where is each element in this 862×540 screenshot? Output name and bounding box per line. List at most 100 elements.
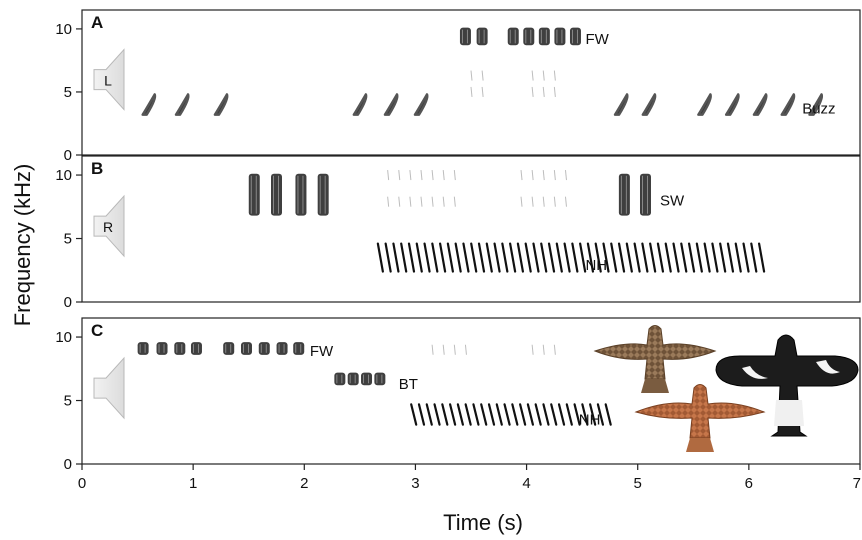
harmonic-mark [542,86,545,98]
syllable-mark [174,342,186,355]
speaker-icon: R [93,194,125,258]
syllable-mark [540,242,548,273]
y-tick-label: 5 [64,231,72,248]
syllable-mark [589,403,597,426]
syllable-mark [581,403,589,426]
syllable-mark [555,242,563,273]
syllable-mark [141,93,157,116]
panel-b: B 0 5 10 R SW NH [55,155,861,311]
syllable-mark [464,403,472,426]
speaker-label: R [103,219,113,235]
syllable-mark [156,342,168,355]
harmonic-mark [542,169,545,181]
syllable-mark [248,173,260,216]
syllable-mark [610,242,618,273]
syllable-mark [613,93,629,116]
syllable-mark [240,342,252,355]
syllable-mark [547,242,556,273]
harmonic-mark [553,70,556,81]
x-tick-label: 3 [411,475,419,492]
syllable-mark [384,242,392,273]
syllable-mark [462,242,470,273]
syllable-mark [526,403,535,426]
syllable-mark [431,242,439,273]
harmonic-mark [431,196,434,207]
syllable-mark [223,342,235,355]
syllable-mark [190,342,202,355]
syllable-mark [604,403,612,426]
syllable-mark [656,242,665,273]
syllable-mark [780,93,796,116]
syllable-mark [711,242,719,273]
syllable-mark [523,27,535,46]
syllable-mark [617,242,626,273]
syllable-mark [596,403,605,426]
syllable-mark [565,403,573,426]
syllable-mark [493,242,501,273]
speaker-shape [93,194,125,258]
syllable-mark [519,403,527,426]
harmonic-mark [442,344,445,355]
syllable-mark [472,403,480,426]
y-axis-label: Frequency (kHz) [10,164,35,327]
syllable-mark [534,403,542,426]
syllable-mark [392,242,400,273]
syllable-mark [480,403,488,426]
harmonic-mark [431,344,434,355]
call-fw: FW [459,27,610,98]
syllable-mark [687,242,696,273]
harmonic-mark [409,196,412,207]
harmonic-mark [520,169,523,181]
panels: A 0 5 10 L FW Buzz B 0 5 10 R SW NH C 0 5 10 FW BT NH [55,9,861,473]
harmonic-mark [531,70,534,81]
syllable-mark [352,93,368,116]
syllable-mark [719,242,727,273]
syllable-mark [446,242,454,273]
syllable-mark [295,173,307,216]
harmonic-mark [553,86,556,98]
syllable-mark [664,242,672,273]
syllable-mark [276,342,288,355]
syllable-mark [415,242,423,273]
syllable-mark [672,242,680,273]
x-axis: 0 1 2 3 4 5 6 7 [78,464,861,492]
syllable-mark [695,242,703,273]
syllable-mark [571,242,579,273]
decoy-black-white-bird [715,334,859,437]
syllable-mark [383,93,399,116]
syllable-mark [400,242,408,273]
call-nh: NH [376,169,766,274]
syllable-mark [347,372,359,386]
syllable-mark [258,342,270,355]
harmonic-mark [464,344,467,355]
y-tick-label: 0 [64,456,72,473]
syllable-mark [433,403,441,426]
syllable-mark [641,93,657,116]
syllable-mark [641,242,649,273]
call-bt: BT [334,372,418,393]
syllable-mark [524,242,532,273]
y-tick-label: 0 [64,147,72,164]
call-label: Buzz [802,100,835,117]
syllable-mark [538,27,550,46]
panel-label: C [91,321,103,340]
harmonic-mark [542,70,545,81]
call-label: BT [399,376,418,393]
call-label: SW [660,192,685,209]
harmonic-mark [398,169,401,181]
syllable-mark [293,342,305,355]
syllable-mark [449,403,457,426]
syllable-mark [734,242,742,273]
syllable-mark [586,242,595,273]
harmonic-mark [564,196,567,207]
syllable-mark [470,242,478,273]
syllable-mark [137,342,149,355]
x-axis-label: Time (s) [443,510,523,535]
syllable-mark [808,93,824,116]
harmonic-mark [420,196,423,207]
y-tick-label: 10 [55,21,72,38]
harmonic-mark [453,169,456,181]
y-tick-label: 10 [55,329,72,346]
y-tick-label: 10 [55,167,72,184]
syllable-mark [618,173,630,216]
